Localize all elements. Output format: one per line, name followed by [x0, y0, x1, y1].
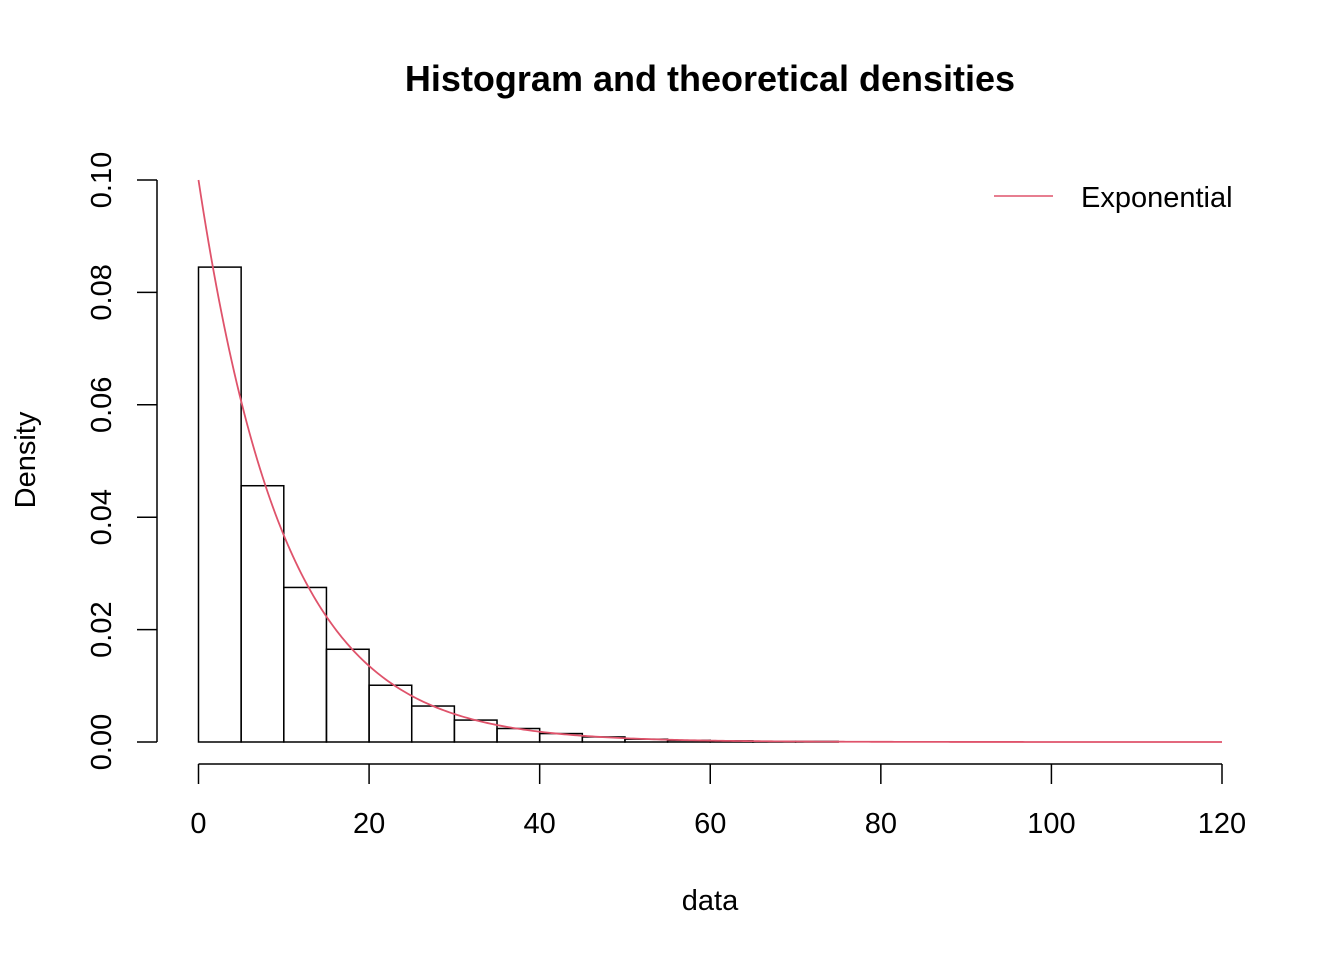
x-tick-label: 0 [190, 808, 206, 840]
density-curve-exponential [197, 179, 1222, 743]
x-tick-label: 20 [353, 808, 385, 840]
y-tick-label: 0.10 [86, 152, 118, 208]
x-tick-label: 80 [865, 808, 897, 840]
y-tick-label: 0.04 [86, 489, 118, 545]
plot-area [197, 179, 1222, 743]
x-tick-label: 100 [1027, 808, 1075, 840]
histogram-bar [197, 266, 242, 743]
y-tick-label: 0.02 [86, 601, 118, 657]
chart-title: Histogram and theoretical densities [405, 58, 1015, 99]
y-tick-label: 0.06 [86, 377, 118, 433]
histogram-bar [325, 648, 370, 743]
histogram-bar [368, 684, 413, 743]
histogram-bar [240, 484, 285, 743]
x-tick-label: 40 [524, 808, 556, 840]
x-tick-label: 60 [694, 808, 726, 840]
x-tick-label: 120 [1198, 808, 1246, 840]
legend: Exponential [994, 182, 1233, 214]
y-tick-label: 0.08 [86, 264, 118, 320]
legend-label-exponential: Exponential [1081, 182, 1233, 214]
x-axis: 0 20 40 60 80 100 120 [190, 763, 1246, 840]
histogram-bar [283, 586, 328, 743]
y-tick-label: 0.00 [86, 714, 118, 770]
y-axis-label: Density [10, 411, 42, 508]
x-axis-label: data [682, 885, 739, 917]
y-axis: 0.00 0.02 0.04 0.06 0.08 0.10 [86, 152, 158, 770]
